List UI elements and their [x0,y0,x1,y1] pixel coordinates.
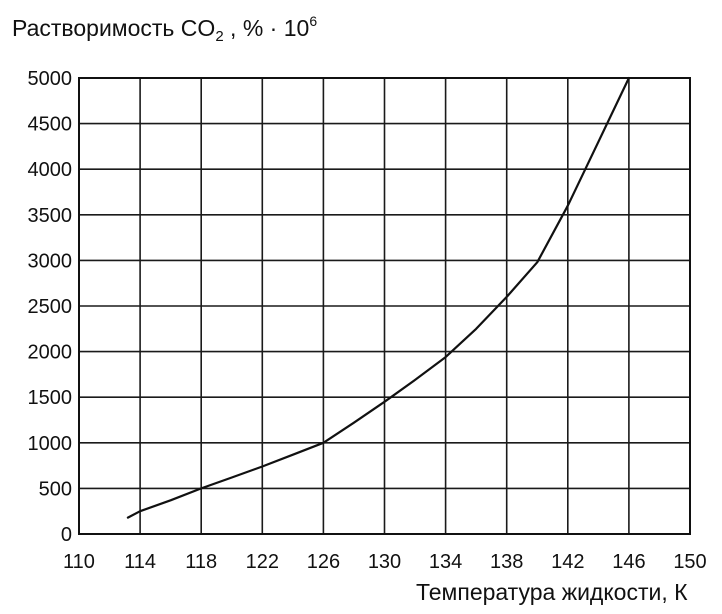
y-axis-title-unit: , % · 10 [223,15,310,41]
x-tick-label: 134 [429,551,462,573]
y-axis-title-subscript: 2 [215,28,224,45]
y-tick-label: 3000 [28,250,73,272]
plot-frame [78,77,691,535]
x-tick-label: 114 [124,551,156,573]
y-tick-label: 5000 [28,68,73,90]
series-line [126,76,630,519]
axis-layer [78,77,691,535]
x-tick-label: 138 [490,551,523,573]
y-tick-label: 1500 [28,387,73,409]
y-tick-label: 2000 [28,342,73,364]
x-tick-label: 150 [673,551,706,573]
x-tick-label: 118 [185,551,217,573]
series-layer [126,76,630,519]
x-tick-label: 130 [368,551,401,573]
y-tick-label: 4000 [28,159,73,181]
tick-layer: 110 114 118 122 126 130 134 138 142 146 1500500100… [28,68,707,573]
x-tick-label: 110 [63,551,95,573]
y-tick-label: 500 [39,478,72,500]
y-axis-title-superscript: 6 [309,13,318,29]
y-tick-label: 0 [61,524,72,546]
y-tick-label: 2500 [28,296,73,318]
x-axis-title: Температура жидкости, К [416,579,688,605]
x-tick-label: 126 [307,551,340,573]
y-axis-title-main: Растворимость CO [12,15,216,41]
y-tick-label: 4500 [28,114,73,136]
y-axis-title: Растворимость CO2 , % · 106 [12,13,318,45]
x-tick-label: 142 [551,551,584,573]
y-tick-label: 1000 [28,433,73,455]
x-tick-label: 122 [246,551,279,573]
grid-layer [78,77,691,535]
y-tick-label: 3500 [28,205,73,227]
x-tick-label: 146 [612,551,645,573]
